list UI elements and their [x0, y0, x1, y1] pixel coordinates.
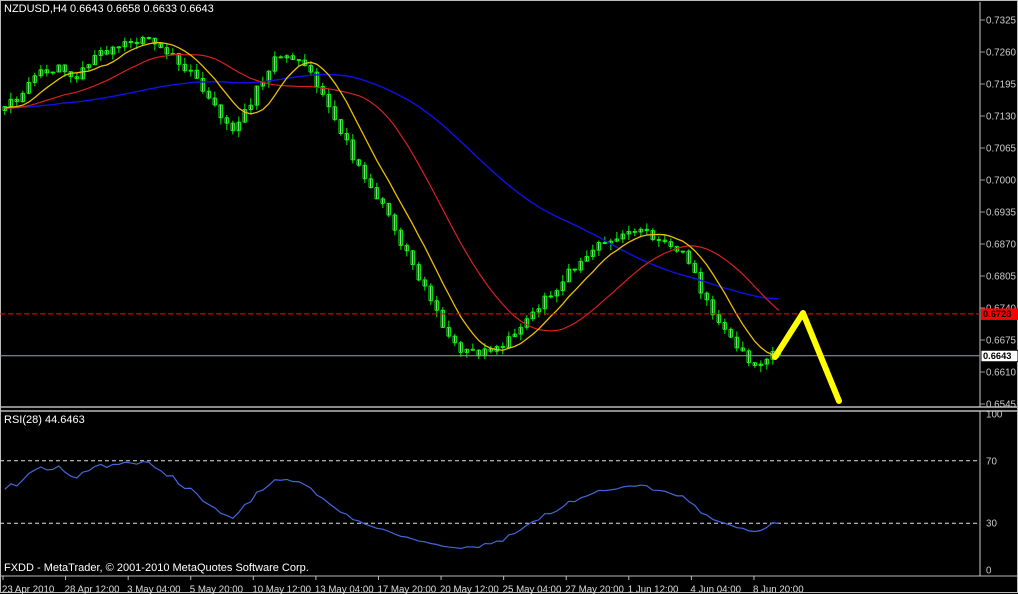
svg-text:25 May 04:00: 25 May 04:00 [503, 585, 562, 594]
svg-text:0.6643: 0.6643 [983, 351, 1011, 361]
svg-text:10 May 12:00: 10 May 12:00 [252, 585, 311, 594]
svg-text:1 Jun 12:00: 1 Jun 12:00 [628, 585, 679, 594]
svg-text:0.7325: 0.7325 [986, 16, 1017, 27]
svg-text:0.6675: 0.6675 [986, 336, 1017, 347]
svg-text:13 May 04:00: 13 May 04:00 [315, 585, 374, 594]
svg-text:0.6728: 0.6728 [983, 309, 1011, 319]
svg-text:0.7260: 0.7260 [986, 48, 1017, 59]
svg-text:0.7065: 0.7065 [986, 144, 1017, 155]
svg-text:0.7000: 0.7000 [986, 176, 1017, 187]
svg-text:RSI(28) 44.6463: RSI(28) 44.6463 [4, 414, 85, 426]
svg-text:23 Apr 2010: 23 Apr 2010 [2, 585, 55, 594]
svg-text:0.7130: 0.7130 [986, 112, 1017, 123]
svg-text:4 Jun 04:00: 4 Jun 04:00 [690, 585, 741, 594]
svg-text:100: 100 [986, 410, 1003, 421]
svg-text:8 Jun 20:00: 8 Jun 20:00 [753, 585, 804, 594]
svg-text:0: 0 [986, 566, 992, 577]
svg-text:NZDUSD,H4 0.6643 0.6658 0.66: NZDUSD,H4 0.6643 0.6658 0.6633 0.6643 [4, 3, 214, 15]
svg-text:0.6805: 0.6805 [986, 272, 1017, 283]
svg-text:30: 30 [986, 519, 997, 530]
svg-text:70: 70 [986, 456, 997, 467]
svg-text:28 Apr 12:00: 28 Apr 12:00 [65, 585, 121, 594]
svg-text:FXDD - MetaTrader, © 2001-2010: FXDD - MetaTrader, © 2001-2010 MetaQuote… [4, 562, 309, 574]
svg-text:0.6935: 0.6935 [986, 208, 1017, 219]
svg-text:17 May 20:00: 17 May 20:00 [377, 585, 436, 594]
svg-text:20 May 12:00: 20 May 12:00 [440, 585, 499, 594]
svg-text:0.6610: 0.6610 [986, 368, 1017, 379]
svg-text:5 May 20:00: 5 May 20:00 [190, 585, 244, 594]
svg-text:0.6870: 0.6870 [986, 240, 1017, 251]
svg-text:0.7195: 0.7195 [986, 80, 1017, 91]
svg-text:3 May 04:00: 3 May 04:00 [127, 585, 181, 594]
svg-text:27 May 20:00: 27 May 20:00 [565, 585, 624, 594]
